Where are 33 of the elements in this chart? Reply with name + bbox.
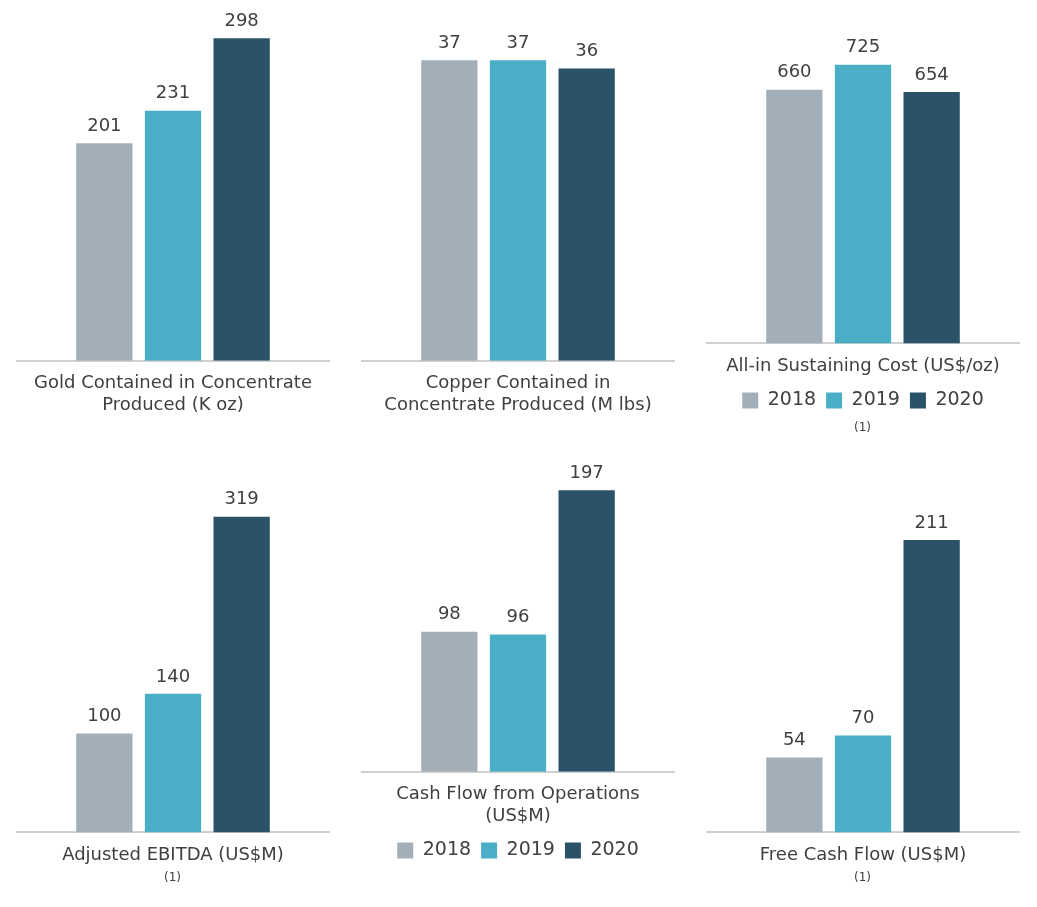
text: (1): [854, 870, 871, 884]
legend-label: 2019: [506, 837, 555, 860]
legend-label: 2020: [934, 387, 984, 410]
data-label: 36: [574, 39, 598, 61]
legend-label: 2018: [767, 387, 816, 410]
text: (1): [164, 870, 181, 884]
data-label: 140: [155, 664, 190, 686]
data-label: 231: [155, 81, 190, 103]
legend-label: 2019: [851, 387, 900, 410]
x-axis-title: Copper Contained in Concentrate Produced (M lbs): [383, 371, 652, 414]
data-label: 211: [913, 510, 949, 532]
x-axis-title: Gold Contained in Concentrate Produced (K oz): [33, 371, 312, 414]
data-label: 201: [86, 113, 122, 135]
data-label: 654: [913, 62, 949, 84]
x-axis-title: All-in Sustaining Cost (US$/oz): [725, 353, 1000, 375]
data-label: 37: [437, 31, 461, 53]
data-label: 319: [223, 487, 259, 509]
x-axis-title: Free Cash Flow (US$M): [759, 842, 966, 864]
data-label: 96: [506, 605, 529, 627]
data-label: 197: [568, 460, 604, 482]
data-label: 70: [851, 706, 874, 728]
data-label: 98: [437, 602, 461, 624]
text: (1): [854, 420, 871, 434]
data-label: 54: [782, 728, 806, 750]
legend-label: 2018: [422, 837, 471, 860]
x-axis-title: Adjusted EBITDA (US$M): [61, 842, 284, 864]
data-label: 660: [776, 60, 812, 82]
data-label: 100: [86, 704, 122, 726]
data-label: 37: [506, 31, 529, 53]
legend-label: 2020: [589, 837, 639, 860]
data-label: 298: [223, 8, 259, 30]
data-label: 725: [845, 35, 880, 57]
x-axis-title: Cash Flow from Operations (US$M): [395, 782, 640, 825]
